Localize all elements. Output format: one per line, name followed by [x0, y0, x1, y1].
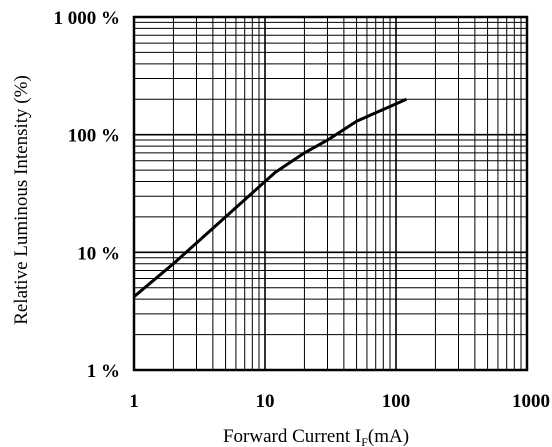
x-tick-labels: 1 10 100 1000	[129, 391, 550, 412]
x-tick-label: 100	[382, 391, 411, 412]
x-axis-label-main: Forward Current I	[223, 426, 361, 447]
y-tick-labels: 1 % 10 % 100 % 1 000 %	[54, 8, 121, 382]
x-tick-label: 10	[256, 391, 275, 412]
x-axis-label-unit: (mA)	[368, 426, 409, 447]
y-tick-label: 10 %	[77, 243, 120, 264]
series-line	[133, 97, 408, 298]
grid	[134, 17, 527, 370]
series-layer	[133, 97, 408, 298]
y-tick-label: 100 %	[68, 126, 120, 147]
x-axis-label: Forward Current IF(mA)	[223, 426, 409, 447]
y-tick-label: 1 %	[87, 361, 120, 382]
x-tick-label: 1	[129, 391, 139, 412]
x-tick-label: 1000	[512, 391, 550, 412]
y-axis-label: Relative Luminous Intensity (%)	[11, 75, 32, 325]
plot-frame	[132, 15, 529, 372]
x-axis-label-subscript: F	[361, 435, 368, 447]
y-tick-label: 1 000 %	[54, 8, 121, 29]
